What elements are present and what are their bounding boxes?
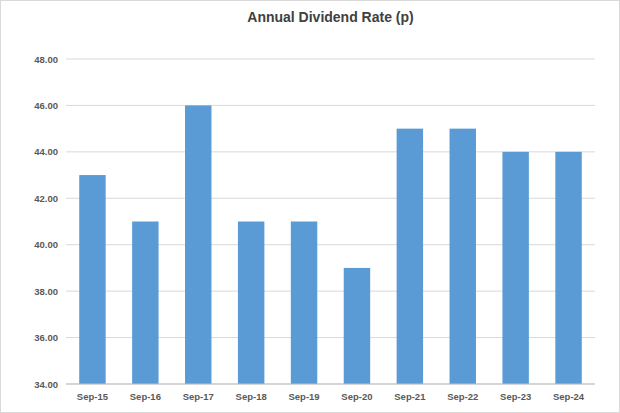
chart: Annual Dividend Rate (p) 34.00 36.00 38.00 4… [0, 0, 620, 413]
chart-border [1, 1, 620, 413]
bar [238, 222, 264, 385]
y-tick-label: 38.00 [34, 286, 58, 297]
grid-line [66, 59, 595, 60]
bar [132, 222, 158, 385]
x-tick-label: Sep-19 [288, 391, 319, 402]
y-tick-label: 44.00 [34, 146, 58, 157]
bar [344, 268, 370, 384]
y-tick-label: 42.00 [34, 193, 58, 204]
x-tick-label: Sep-24 [553, 391, 585, 402]
bar [450, 129, 476, 384]
y-tick-label: 46.00 [34, 100, 58, 111]
x-tick-label: Sep-21 [394, 391, 426, 402]
y-tick-label: 34.00 [34, 379, 58, 390]
bars [79, 105, 582, 384]
x-axis [66, 384, 595, 385]
y-tick-label: 36.00 [34, 332, 58, 343]
bar [502, 152, 528, 384]
bar [397, 129, 423, 384]
y-tick-label: 40.00 [34, 239, 58, 250]
bar [185, 105, 211, 384]
x-tick-label: Sep-18 [236, 391, 267, 402]
x-tick-label: Sep-15 [77, 391, 109, 402]
bar [555, 152, 581, 384]
grid-line [66, 105, 595, 106]
x-tick-label: Sep-17 [183, 391, 214, 402]
x-tick-label: Sep-22 [447, 391, 478, 402]
bar [291, 222, 317, 385]
title: Annual Dividend Rate (p) [247, 9, 413, 25]
grid-line [66, 384, 595, 385]
y-tick-label: 48.00 [34, 54, 58, 65]
x-tick-label: Sep-16 [130, 391, 161, 402]
bar [79, 175, 105, 384]
x-tick-label: Sep-20 [341, 391, 372, 402]
x-tick-label: Sep-23 [500, 391, 531, 402]
